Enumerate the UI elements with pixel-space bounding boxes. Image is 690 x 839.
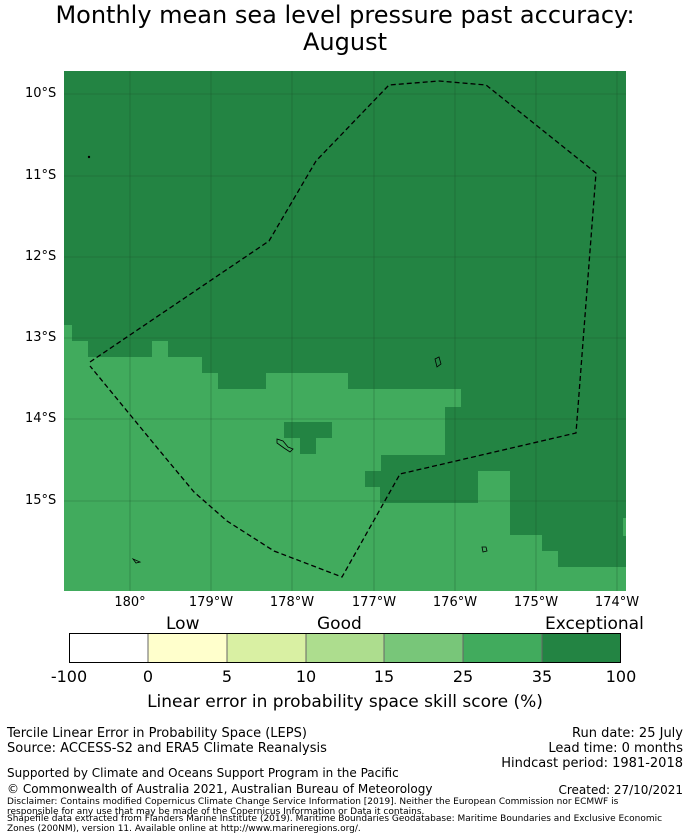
island-4 (131, 558, 142, 564)
info-supported: Supported by Climate and Oceans Support … (7, 766, 399, 780)
lon-label-178w: 178°W (269, 595, 315, 610)
disclaimer-line-2: responsible for any use that may be made… (7, 807, 425, 817)
info-lead-time: Lead time: 0 months (548, 741, 683, 756)
colorbar-tick-4: 15 (373, 667, 395, 686)
colorbar-segment-2 (227, 633, 306, 663)
island-3 (481, 546, 488, 553)
lon-label-176w: 176°W (432, 595, 478, 610)
colorbar-tick-7: 100 (605, 667, 637, 686)
lat-label-15s: 15°S (25, 493, 57, 508)
colorbar-tick-2: 5 (221, 667, 233, 686)
title-line-2: August (303, 28, 387, 56)
lon-label-174w: 174°W (594, 595, 640, 610)
colorbar-segment-5 (463, 633, 542, 663)
lon-label-177w: 177°W (351, 595, 397, 610)
colorbar-tick-6: 35 (531, 667, 553, 686)
title-line-1: Monthly mean sea level pressure past acc… (55, 1, 635, 29)
disclaimer-line-3: Shapefile data extracted from Flanders M… (7, 814, 663, 824)
info-created: Created: 27/10/2021 (558, 783, 683, 797)
disclaimer-line-4: Zones (200NM), version 11. Available onl… (7, 824, 361, 834)
colorbar-segment-1 (148, 633, 227, 663)
lat-label-11s: 11°S (25, 168, 57, 183)
lat-label-12s: 12°S (25, 249, 57, 264)
chart-title: Monthly mean sea level pressure past acc… (0, 2, 690, 56)
lon-label-179w: 179°W (188, 595, 234, 610)
colorbar-segment-4 (384, 633, 463, 663)
island-5 (87, 155, 91, 159)
colorbar-tick-5: 25 (452, 667, 474, 686)
colorbar-tick-3: 10 (295, 667, 317, 686)
info-method: Tercile Linear Error in Probability Spac… (7, 726, 307, 741)
colorbar-category-exceptional: Exceptional (545, 614, 644, 634)
lon-label-175w: 175°W (513, 595, 559, 610)
island-1 (434, 356, 442, 368)
info-source: Source: ACCESS-S2 and ERA5 Climate Reana… (7, 741, 327, 756)
colorbar-segment-0 (69, 633, 148, 663)
info-copyright: © Commonwealth of Australia 2021, Austra… (7, 782, 433, 796)
exceptional-patch-2 (623, 518, 626, 536)
lat-label-13s: 13°S (25, 330, 57, 345)
colorbar-category-good: Good (317, 614, 362, 634)
island-2 (276, 438, 294, 453)
lon-label-180: 180° (114, 595, 146, 610)
colorbar-tick-0: -100 (50, 667, 88, 686)
info-hindcast: Hindcast period: 1981-2018 (501, 756, 683, 771)
colorbar-tick-1: 0 (142, 667, 154, 686)
info-run-date: Run date: 25 July (572, 726, 683, 741)
colorbar-segment-6 (542, 633, 621, 663)
skill-map (64, 71, 626, 591)
lat-label-10s: 10°S (25, 86, 57, 101)
disclaimer-line-1: Disclaimer: Contains modified Copernicus… (7, 797, 619, 807)
graticule (64, 71, 626, 591)
eez-boundary (89, 80, 597, 578)
colorbar-category-low: Low (166, 614, 200, 634)
islands (87, 155, 488, 564)
colorbar (69, 633, 621, 663)
lat-label-14s: 14°S (25, 411, 57, 426)
colorbar-label: Linear error in probability space skill … (147, 692, 543, 712)
colorbar-segment-3 (306, 633, 384, 663)
good-high-region (64, 325, 626, 591)
exceptional-patch (284, 422, 332, 454)
colorbar-frame (69, 633, 621, 663)
